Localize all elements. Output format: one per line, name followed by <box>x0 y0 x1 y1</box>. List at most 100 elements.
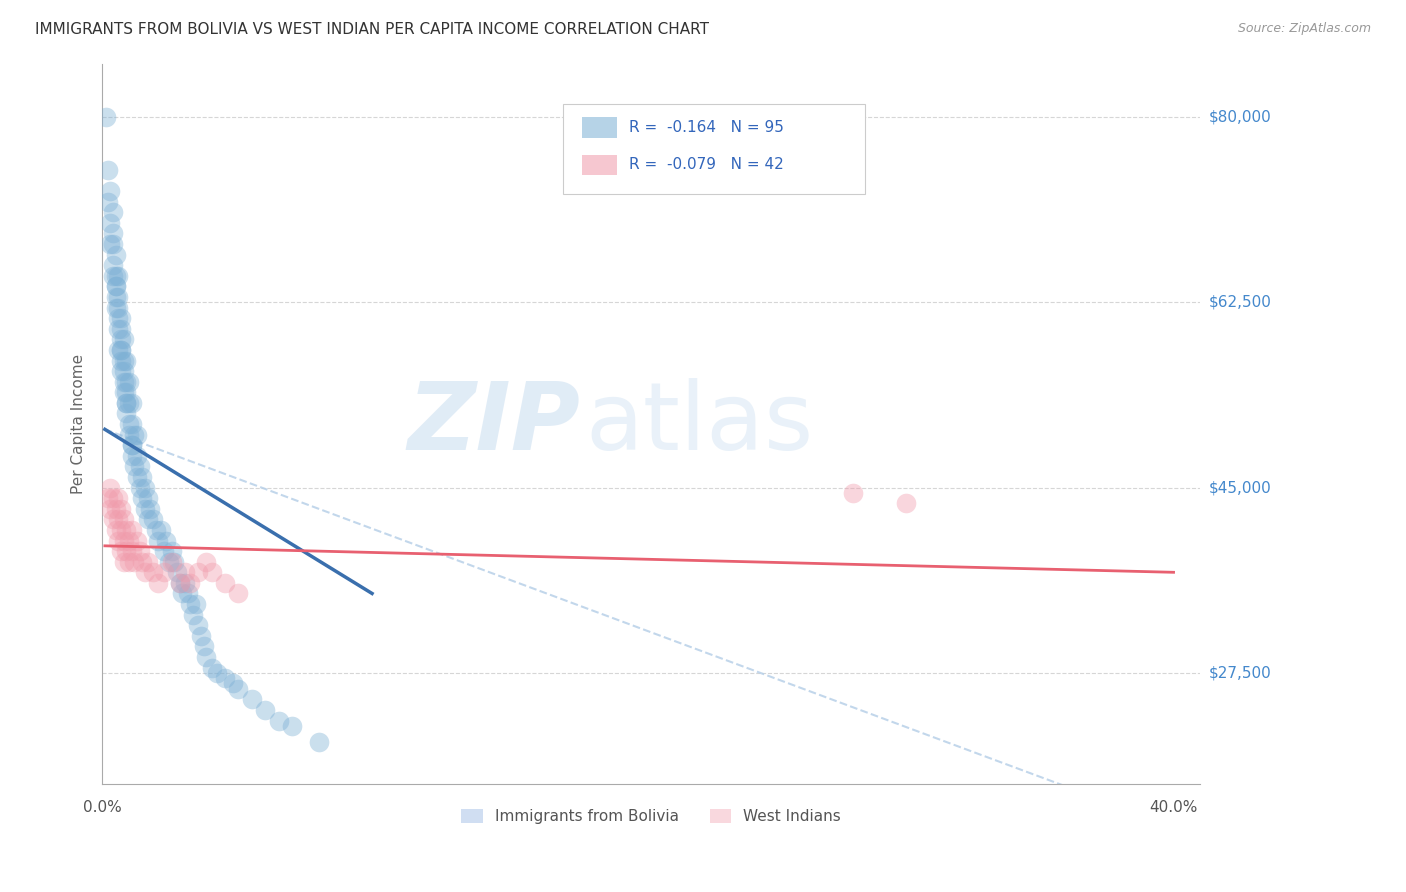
Point <box>115 523 138 537</box>
Point <box>101 512 124 526</box>
Text: 40.0%: 40.0% <box>1149 800 1198 815</box>
Point <box>131 470 153 484</box>
Point <box>101 491 124 505</box>
Point <box>98 501 121 516</box>
Point <box>104 279 127 293</box>
Text: Source: ZipAtlas.com: Source: ZipAtlas.com <box>1237 22 1371 36</box>
Point <box>121 417 143 431</box>
Point <box>131 555 153 569</box>
Point <box>112 375 135 389</box>
Point <box>136 555 159 569</box>
Point <box>101 227 124 241</box>
Point <box>166 566 188 580</box>
Point <box>169 575 191 590</box>
Point <box>160 544 183 558</box>
Point <box>101 258 124 272</box>
Point <box>112 332 135 346</box>
Point <box>145 523 167 537</box>
FancyBboxPatch shape <box>582 155 617 175</box>
Point <box>107 268 129 283</box>
Point <box>201 660 224 674</box>
Point <box>107 343 129 357</box>
Text: $62,500: $62,500 <box>1209 294 1271 310</box>
Point <box>201 566 224 580</box>
Point <box>128 544 150 558</box>
Point <box>172 586 194 600</box>
Point <box>112 385 135 400</box>
Point <box>104 301 127 315</box>
Point <box>98 481 121 495</box>
FancyBboxPatch shape <box>582 118 617 137</box>
Point <box>122 555 145 569</box>
Point <box>134 481 156 495</box>
Point <box>142 512 165 526</box>
Point <box>214 671 236 685</box>
Point <box>110 364 132 378</box>
Point <box>142 566 165 580</box>
Point <box>842 486 865 500</box>
Point <box>107 533 129 548</box>
Point <box>118 555 141 569</box>
Point <box>104 290 127 304</box>
Point <box>121 438 143 452</box>
Point <box>96 491 118 505</box>
Point <box>110 501 132 516</box>
Point <box>222 676 245 690</box>
Point <box>104 279 127 293</box>
Point <box>152 544 174 558</box>
Point <box>110 523 132 537</box>
Point <box>118 396 141 410</box>
Point <box>228 586 250 600</box>
Point <box>110 353 132 368</box>
Point <box>187 618 209 632</box>
Text: R =  -0.164   N = 95: R = -0.164 N = 95 <box>630 120 785 135</box>
Point <box>125 449 148 463</box>
Point <box>134 566 156 580</box>
Point <box>98 216 121 230</box>
Text: $27,500: $27,500 <box>1209 665 1271 681</box>
Point <box>101 268 124 283</box>
Point <box>118 417 141 431</box>
Point <box>896 496 918 510</box>
Point <box>115 353 138 368</box>
Point <box>107 491 129 505</box>
Point <box>205 665 228 680</box>
Text: IMMIGRANTS FROM BOLIVIA VS WEST INDIAN PER CAPITA INCOME CORRELATION CHART: IMMIGRANTS FROM BOLIVIA VS WEST INDIAN P… <box>35 22 709 37</box>
Point <box>115 375 138 389</box>
Point <box>115 396 138 410</box>
Point <box>110 311 132 326</box>
Text: ZIP: ZIP <box>406 378 579 470</box>
Point <box>122 427 145 442</box>
Point <box>115 385 138 400</box>
Point <box>179 597 201 611</box>
Point <box>267 714 290 728</box>
Point <box>122 459 145 474</box>
Text: R =  -0.079   N = 42: R = -0.079 N = 42 <box>630 157 785 172</box>
Point <box>195 555 218 569</box>
Point <box>148 533 170 548</box>
FancyBboxPatch shape <box>564 103 865 194</box>
Point <box>128 459 150 474</box>
Text: $80,000: $80,000 <box>1209 110 1271 125</box>
Text: $45,000: $45,000 <box>1209 480 1271 495</box>
Point <box>121 438 143 452</box>
Point <box>157 555 180 569</box>
Point <box>228 681 250 696</box>
Point <box>115 544 138 558</box>
Y-axis label: Per Capita Income: Per Capita Income <box>72 354 86 494</box>
Point <box>190 629 212 643</box>
Text: 0.0%: 0.0% <box>83 800 121 815</box>
Point <box>131 491 153 505</box>
Point <box>104 523 127 537</box>
Point <box>112 353 135 368</box>
Point <box>193 640 215 654</box>
Point <box>96 110 118 124</box>
Point <box>181 607 204 622</box>
Point <box>187 566 209 580</box>
Point <box>115 396 138 410</box>
Point <box>179 575 201 590</box>
Point <box>107 301 129 315</box>
Point <box>254 703 277 717</box>
Point <box>98 184 121 198</box>
Point <box>174 566 197 580</box>
